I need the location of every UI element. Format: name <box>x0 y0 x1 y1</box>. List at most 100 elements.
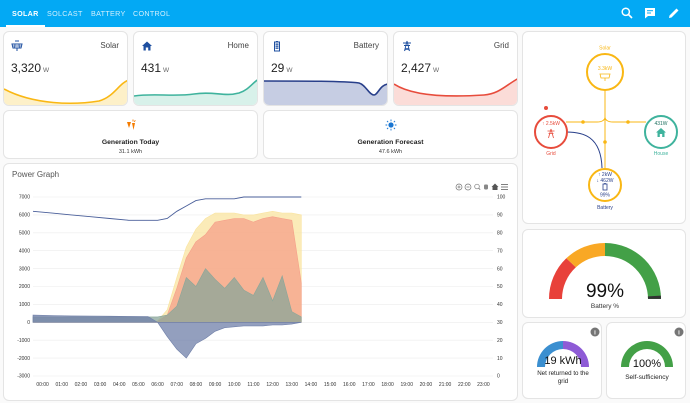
grid-node-value: ↑ 2.5kW <box>542 121 560 127</box>
y-tick-label: 7000 <box>19 195 30 201</box>
home-sparkline <box>134 79 257 105</box>
chart-toolbar <box>455 183 508 191</box>
x-tick-label: 00:00 <box>36 382 49 388</box>
solar-sparkline <box>4 80 127 105</box>
net-returned-label-line1: Net returned to the <box>537 370 589 377</box>
home-node[interactable]: 431W House <box>644 115 678 157</box>
grid-node-label: Grid <box>546 151 556 157</box>
grid-sparkline <box>394 78 517 105</box>
x-tick-label: 04:00 <box>113 382 126 388</box>
home-stat-card[interactable]: Home 431 W <box>133 31 258 106</box>
x-tick-label: 01:00 <box>55 382 68 388</box>
generation-today-card[interactable]: Generation Today 31.1 kWh <box>3 110 258 159</box>
search-icon[interactable] <box>620 6 634 20</box>
flow-dot <box>603 140 607 144</box>
self-sufficiency-card[interactable]: 100% Self-sufficiency i <box>606 322 686 399</box>
solar-node[interactable]: Solar 3.3kW <box>586 46 624 91</box>
x-tick-label: 11:00 <box>247 382 259 388</box>
battery-gauge-value: 99% <box>586 281 624 302</box>
generation-title: Generation Forecast <box>357 139 424 146</box>
graph-title: Power Graph <box>12 170 60 179</box>
solar-to-grid-line <box>566 87 606 123</box>
x-tick-label: 02:00 <box>75 382 88 388</box>
power-graph-card: Power Graph 7000 6000 5000 4000 3000 2000 1000… <box>3 163 518 401</box>
y-tick-label: 3000 <box>19 266 30 272</box>
generation-value: 31.1 kWh <box>118 149 143 155</box>
y-tick-label: 0 <box>27 320 30 326</box>
home-node-value: 431W <box>654 121 667 127</box>
y-tick-label: 5000 <box>19 231 30 237</box>
y2-tick-label: 0 <box>497 374 500 380</box>
zoom-in-icon[interactable] <box>455 183 463 191</box>
battery-stat-card[interactable]: Battery 29 W <box>263 31 388 106</box>
home-node-label: House <box>654 151 669 157</box>
x-tick-label: 09:00 <box>209 382 222 388</box>
solar-to-home-line <box>604 87 646 123</box>
x-tick-label: 17:00 <box>362 382 375 388</box>
info-icon[interactable] <box>590 327 600 337</box>
x-tick-label: 05:00 <box>132 382 145 388</box>
power-flow-card: Solar 3.3kW ↑ 2.5kW Grid 431W House <box>522 31 686 224</box>
generation-title: Generation Today <box>101 139 160 146</box>
info-icon[interactable] <box>674 327 684 337</box>
pan-hand-icon[interactable] <box>484 184 488 190</box>
tab-control[interactable]: CONTROL <box>133 9 171 18</box>
y-tick-label: 2000 <box>19 284 30 290</box>
flow-dot <box>581 120 585 124</box>
transmission-tower-icon <box>403 40 411 52</box>
x-tick-label: 21:00 <box>439 382 452 388</box>
tab-battery[interactable]: BATTERY <box>91 9 126 18</box>
stat-value: 3,320 W <box>11 61 50 75</box>
x-tick-label: 14:00 <box>305 382 318 388</box>
flow-dot <box>544 106 548 110</box>
solar-stat-card[interactable]: Solar 3,320 W <box>3 31 128 106</box>
tab-solar[interactable]: SOLAR <box>6 0 45 27</box>
battery-node[interactable]: ↑ 2kW ↓ 462W 99% Battery <box>588 168 622 211</box>
battery-gauge-label: Battery % <box>591 303 619 310</box>
stat-title: Grid <box>493 41 509 50</box>
flow-dot <box>626 120 630 124</box>
stat-value: 2,427 W <box>401 61 440 75</box>
zoom-out-icon[interactable] <box>464 183 472 191</box>
y2-tick-label: 30 <box>497 320 503 326</box>
power-graph-chart[interactable]: 70006000500040003000200010000-1000-2000-… <box>4 164 518 401</box>
series-battery-area <box>32 314 302 359</box>
battery-node-value-out: ↓ 462W <box>597 178 614 184</box>
grid-node[interactable]: ↑ 2.5kW Grid <box>534 115 568 157</box>
y2-tick-label: 10 <box>497 356 503 362</box>
weather-sun-icon <box>385 119 396 131</box>
gauge-needle <box>647 295 661 299</box>
x-tick-label: 07:00 <box>170 382 183 388</box>
y2-tick-label: 90 <box>497 213 503 219</box>
generation-value: 47.6 kWh <box>378 149 403 155</box>
zoom-select-icon[interactable] <box>474 183 481 190</box>
x-tick-label: 10:00 <box>228 382 241 388</box>
battery-gauge-card[interactable]: 99% Battery % <box>522 229 686 318</box>
reset-home-icon[interactable] <box>491 183 499 191</box>
net-returned-card[interactable]: 19 kWh Net returned to the grid i <box>522 322 602 399</box>
net-returned-arc-export <box>563 341 589 367</box>
menu-icon[interactable] <box>501 184 508 190</box>
x-tick-label: 16:00 <box>343 382 356 388</box>
y-tick-label: 6000 <box>19 213 30 219</box>
battery-to-grid-line <box>565 131 603 169</box>
self-sufficiency-value: 100% <box>633 358 661 370</box>
y-tick-label: -3000 <box>17 374 30 380</box>
edit-pencil-icon[interactable] <box>667 6 681 20</box>
y-tick-label: -1000 <box>17 338 30 344</box>
solar-panel-icon <box>599 73 611 81</box>
x-tick-label: 06:00 <box>151 382 164 388</box>
info-icon-glyph: i <box>678 330 680 336</box>
x-tick-label: 20:00 <box>420 382 433 388</box>
generation-forecast-card[interactable]: Generation Forecast 47.6 kWh <box>263 110 518 159</box>
gauge-segment-mid <box>566 242 605 268</box>
x-tick-label: 13:00 <box>285 382 298 388</box>
series-battery--line <box>32 196 302 221</box>
chat-icon[interactable] <box>643 6 657 20</box>
grid-stat-card[interactable]: Grid 2,427 W <box>393 31 518 106</box>
x-tick-label: 22:00 <box>458 382 471 388</box>
tab-solcast[interactable]: SOLCAST <box>47 9 83 18</box>
stat-title: Battery <box>353 41 379 50</box>
y2-tick-label: 20 <box>497 338 503 344</box>
net-returned-arc-import <box>537 341 563 367</box>
